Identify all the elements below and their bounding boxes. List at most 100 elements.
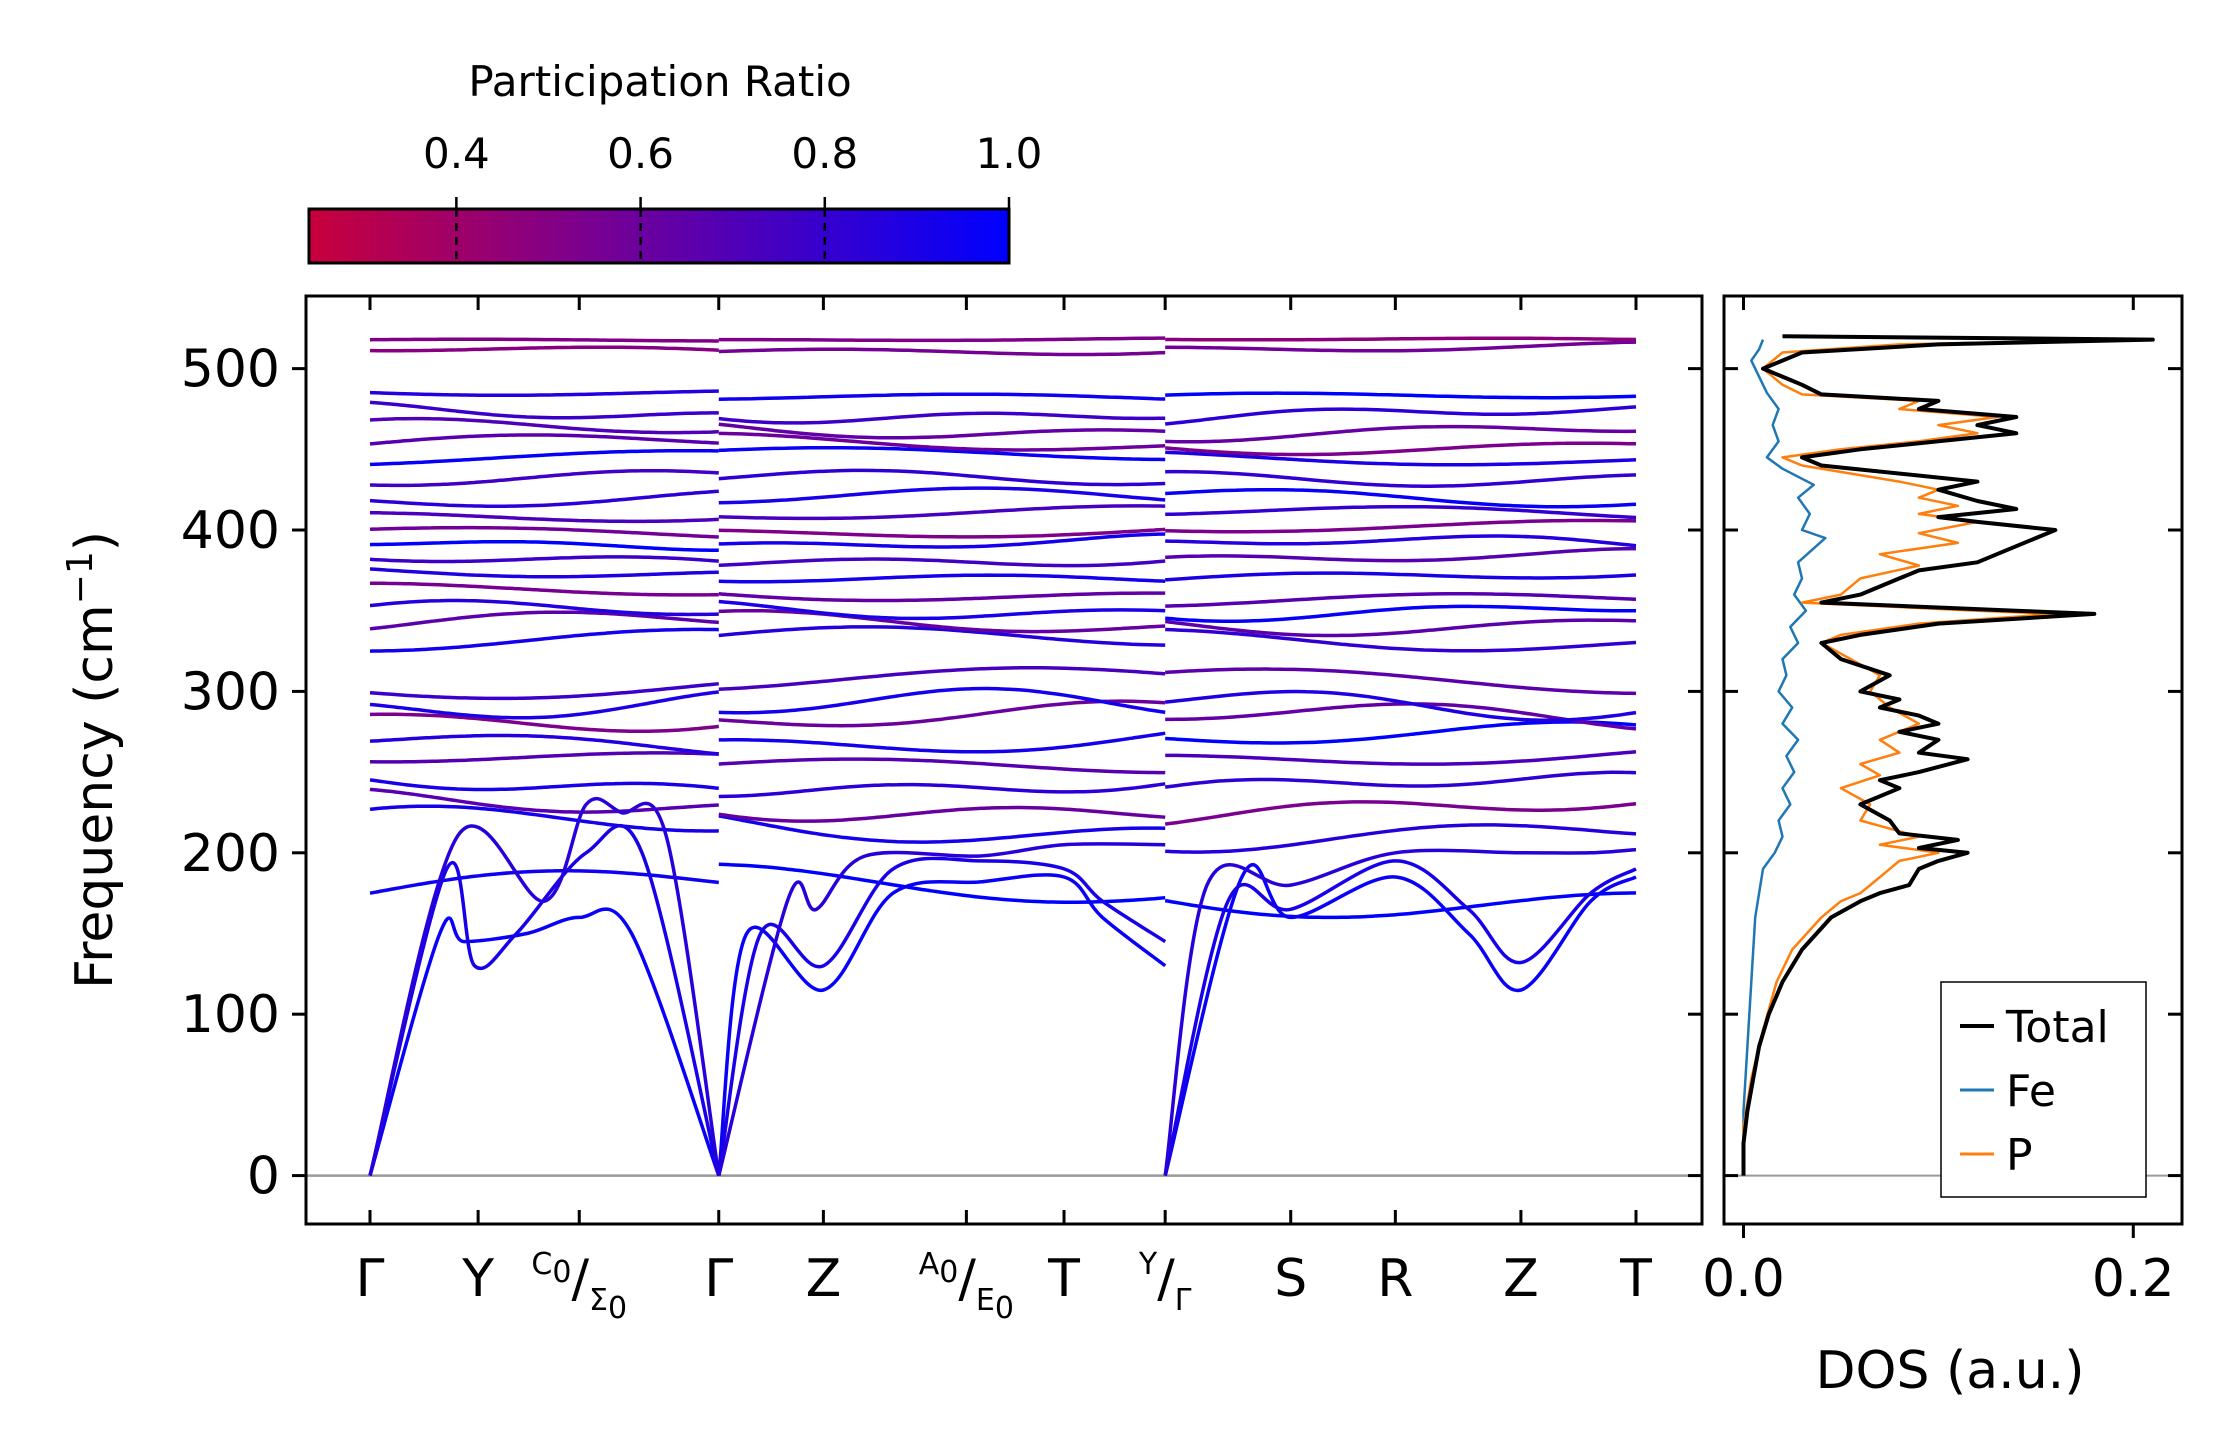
optical-band-seg3-1 (1165, 823, 1637, 854)
optical-band-seg2-14 (718, 557, 1166, 568)
optical-band-seg1-16 (369, 525, 719, 539)
colorbar-title: Participation Ratio (468, 57, 851, 106)
optical-band-seg1-15 (369, 539, 719, 553)
band-x-tick-label: Γ (356, 1249, 385, 1309)
optical-band-seg3-23 (1165, 405, 1637, 426)
band-y-tick-label: 400 (181, 501, 280, 561)
optical-band-seg2-11 (718, 599, 1166, 621)
optical-band-seg3-12 (1165, 592, 1637, 608)
optical-band-seg1-19 (369, 468, 719, 488)
optical-band-seg2-15 (718, 532, 1166, 549)
optical-band-seg2-17 (718, 504, 1166, 521)
optical-band-seg3-26 (1165, 336, 1637, 342)
optical-band-seg3-6 (1165, 702, 1637, 731)
optical-band-seg2-25 (718, 347, 1166, 357)
acoustic-band-seg3-1 (1163, 859, 1637, 1176)
dos-x-tick-label: 0.0 (1702, 1249, 1785, 1309)
band-x-tick-label: Z (1503, 1249, 1539, 1309)
optical-band-seg2-18 (718, 486, 1166, 505)
optical-band-seg3-22 (1165, 424, 1637, 444)
optical-band-seg1-24 (369, 389, 719, 398)
band-x-tick-label: Z (806, 1249, 842, 1309)
optical-band-seg2-26 (718, 336, 1166, 343)
optical-band-seg3-15 (1165, 534, 1637, 548)
band-x-tick-label: R (1377, 1249, 1413, 1309)
optical-band-seg2-1 (718, 814, 1166, 844)
dos-x-axis-title: DOS (a.u.) (1816, 1341, 2085, 1401)
acoustic-band-seg1-0 (368, 907, 721, 1177)
optical-band-seg1-5 (369, 733, 719, 756)
optical-band-seg3-3 (1164, 770, 1637, 789)
optical-band-seg1-9 (369, 627, 719, 653)
optical-band-seg3-19 (1165, 469, 1637, 488)
legend-label-total: Total (2005, 1002, 2109, 1053)
band-x-tick-label: A0/E0 (919, 1247, 1014, 1326)
colorbar-ticks: 0.4 0.6 0.8 1.0 (423, 129, 1042, 263)
legend-box (1940, 981, 2147, 1198)
y-axis-title-close: ) (65, 531, 125, 551)
optical-band-seg2-8 (718, 666, 1166, 692)
optical-band-seg2-13 (718, 573, 1166, 584)
optical-band-seg3-9 (1165, 627, 1637, 653)
optical-band-seg1-20 (369, 448, 719, 467)
optical-band-seg1-13 (369, 567, 719, 579)
acoustic-band-seg3-2 (1163, 847, 1637, 1176)
optical-band-seg2-24 (718, 392, 1166, 401)
acoustic-band-seg1-1 (368, 824, 721, 1177)
optical-band-seg1-17 (369, 510, 719, 524)
optical-band-seg2-10 (718, 608, 1166, 634)
optical-band-seg3-2 (1164, 800, 1637, 826)
band-x-ticks: Γ Y C0/Σ0 Γ Z A0/E0 T Y/Γ S R Z T (356, 296, 1652, 1326)
optical-band-seg3-18 (1165, 487, 1637, 509)
band-y-tick-label: 500 (181, 340, 280, 400)
optical-band-seg3-0 (1164, 891, 1637, 920)
optical-band-seg1-8 (369, 681, 720, 701)
acoustic-band-seg2-2 (717, 842, 1166, 1177)
optical-band-seg2-3 (718, 782, 1166, 799)
band-structure-plot (306, 336, 1702, 1177)
optical-band-seg1-12 (369, 581, 719, 597)
band-x-tick-label: S (1274, 1249, 1307, 1309)
colorbar-tick-label: 0.6 (607, 129, 674, 178)
optical-band-seg2-9 (718, 625, 1166, 647)
band-y-tick-label: 0 (247, 1147, 280, 1207)
dos-x-tick-label: 0.2 (2092, 1249, 2175, 1309)
optical-band-seg1-11 (369, 598, 719, 617)
optical-band-seg1-7 (369, 690, 719, 720)
colorbar (307, 207, 1011, 265)
band-x-tick-label: Y/Γ (1138, 1247, 1192, 1318)
dos-axes-frame (1722, 294, 2184, 1226)
optical-band-seg1-3 (369, 778, 720, 792)
optical-band-seg3-10 (1165, 618, 1637, 638)
optical-band-seg2-5 (718, 731, 1166, 754)
optical-band-seg2-20 (718, 445, 1166, 462)
optical-band-seg1-25 (369, 345, 719, 353)
band-x-tick-label: Y (461, 1249, 494, 1309)
optical-band-seg1-4 (369, 751, 719, 764)
optical-band-seg3-14 (1165, 546, 1637, 563)
optical-band-seg1-22 (369, 416, 719, 435)
colorbar-tick-label: 0.4 (423, 129, 490, 178)
optical-band-seg3-17 (1165, 504, 1637, 520)
legend-label-p: P (2006, 1130, 2033, 1181)
dos-line-total (1741, 334, 2155, 1176)
dos-line-fe (1742, 339, 1827, 1176)
optical-band-seg2-12 (718, 591, 1166, 603)
optical-band-seg2-21 (718, 431, 1166, 452)
optical-band-seg1-1 (369, 804, 719, 833)
colorbar-tick-label: 0.8 (791, 129, 858, 178)
legend-label-fe: Fe (2006, 1066, 2056, 1117)
optical-band-seg1-6 (369, 712, 720, 733)
acoustic-band-seg1-2 (368, 796, 721, 1177)
optical-band-seg3-25 (1165, 340, 1637, 353)
optical-band-seg3-13 (1165, 571, 1637, 582)
band-y-ticks: 0 100 200 300 400 500 (181, 340, 1702, 1207)
optical-band-seg3-4 (1165, 749, 1637, 766)
optical-band-seg3-21 (1165, 441, 1637, 457)
band-axes-frame (304, 294, 1704, 1226)
acoustic-band-seg2-0 (717, 873, 1167, 1176)
y-axis-title-sup: −1 (60, 551, 101, 604)
optical-band-seg2-23 (718, 411, 1166, 425)
optical-band-seg3-5 (1165, 720, 1637, 745)
